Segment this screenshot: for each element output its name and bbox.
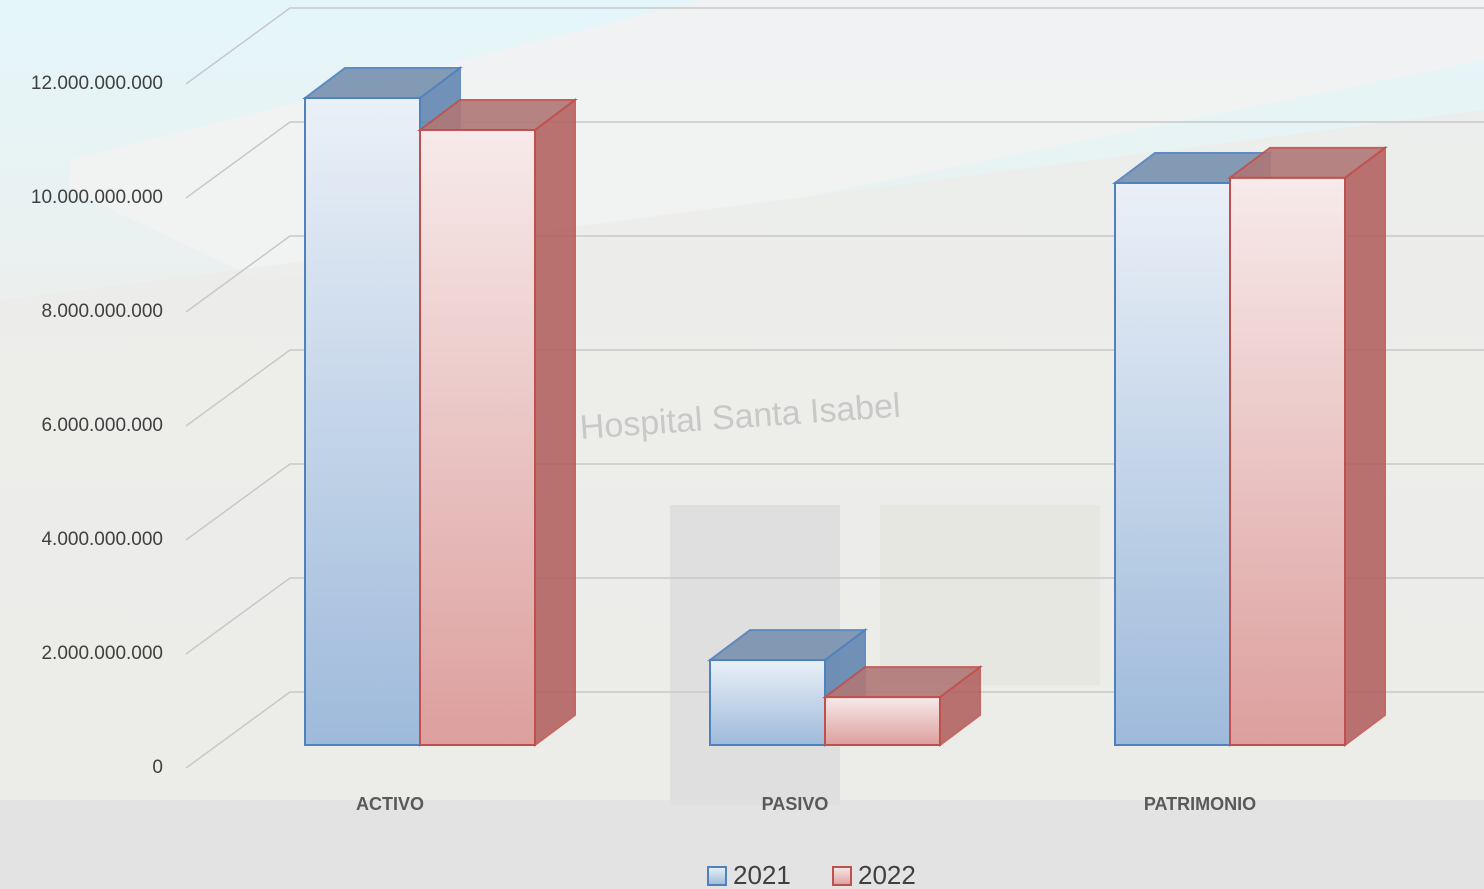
y-tick-label: 10.000.000.000	[31, 187, 163, 208]
x-tick-label: ACTIVO	[356, 794, 424, 814]
chart: Hospital Santa Isabel 02.000.000.0004.00…	[0, 0, 1484, 889]
legend-label: 2021	[733, 860, 791, 889]
y-tick-label: 4.000.000.000	[41, 529, 163, 550]
bar	[825, 697, 940, 745]
bar	[420, 130, 535, 745]
legend-swatch	[833, 867, 851, 885]
bar	[1115, 183, 1230, 745]
y-tick-label: 2.000.000.000	[41, 643, 163, 664]
bar-side	[1345, 148, 1385, 745]
bar	[1230, 178, 1345, 745]
y-tick-label: 12.000.000.000	[31, 73, 163, 94]
y-tick-label: 8.000.000.000	[41, 301, 163, 322]
bar-side	[535, 100, 575, 745]
y-tick-label: 0	[152, 757, 163, 778]
y-tick-label: 6.000.000.000	[41, 415, 163, 436]
bar	[305, 98, 420, 745]
legend-swatch	[708, 867, 726, 885]
x-tick-label: PASIVO	[762, 794, 829, 814]
legend-label: 2022	[858, 860, 916, 889]
bar	[710, 660, 825, 745]
x-tick-label: PATRIMONIO	[1144, 794, 1256, 814]
